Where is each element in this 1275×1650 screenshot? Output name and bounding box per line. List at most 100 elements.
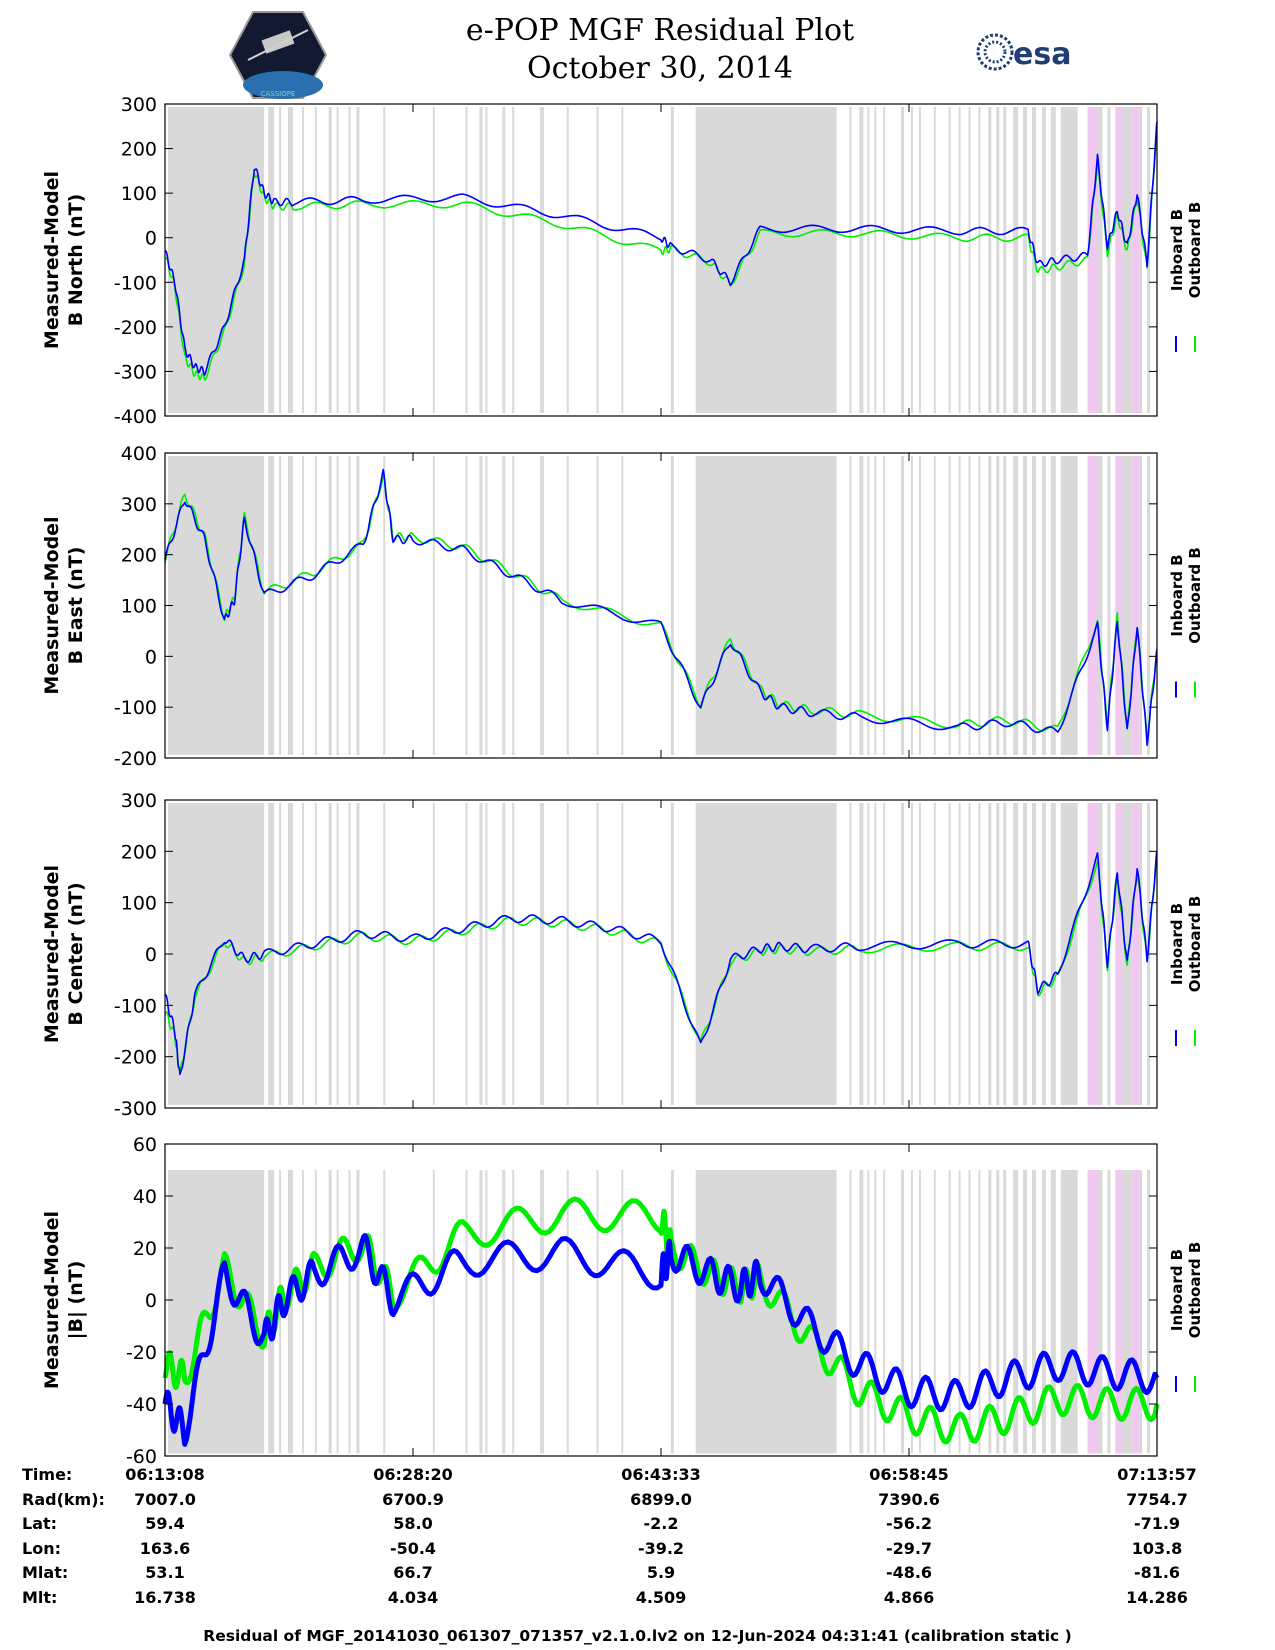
maneuver-band [1132,456,1140,755]
data-gap-band [996,803,1000,1105]
info-cell: -81.6 [1133,1563,1181,1582]
data-gap-band [695,456,837,755]
data-gap-band [958,803,961,1105]
data-gap-band [432,803,435,1105]
data-gap-band [479,1170,483,1454]
data-gap-band [859,803,864,1105]
data-gap-band [348,1170,351,1454]
y-axis-label-line-1: Measured-Model [41,1211,63,1389]
data-gap-band [918,1170,921,1454]
data-gap-band [1003,107,1007,413]
y-tick-label: 0 [145,944,157,966]
data-gap-band [1041,803,1046,1105]
y-tick-label: -100 [114,697,157,719]
legend-outboard-label: Outboard B [1186,1242,1204,1339]
info-cell: 7007.0 [134,1489,196,1509]
data-gap-band [566,107,569,413]
y-tick-label: 40 [133,1186,157,1208]
data-gap-band [356,107,360,413]
maneuver-band [1132,1170,1140,1454]
info-cell: 14.286 [1126,1587,1188,1607]
data-gap-band [948,1170,951,1454]
info-cell: 06:58:45 [869,1465,949,1484]
data-gap-band [1013,107,1019,413]
plot-title: e-POP MGF Residual Plot October 30, 2014 [380,12,940,88]
logo-caption: CASSIOPE [261,90,296,98]
data-gap-band [901,1170,905,1454]
data-gap-band [1050,1170,1056,1454]
data-gap-band [336,456,339,755]
maneuver-band [1087,1170,1098,1454]
data-gap-band [596,1170,599,1454]
data-gap-band [867,107,870,413]
data-gap-band [383,803,386,1105]
data-gap-band [465,107,468,413]
y-tick-label: 400 [121,443,157,465]
data-gap-band [1097,1170,1103,1454]
y-tick-label: -300 [114,1098,157,1120]
info-cell: 103.8 [1131,1538,1183,1558]
data-gap-band [167,107,265,413]
esa-logo: esa [976,33,1071,72]
data-gap-band [348,107,351,413]
data-gap-band [279,456,282,755]
info-cell: -56.2 [885,1514,933,1533]
data-gap-band [968,107,971,413]
maneuver-band [1132,803,1140,1105]
legend-inboard-label: Inboard B [1168,1249,1186,1331]
y-tick-label: -300 [114,361,157,383]
data-gap-band [849,107,852,413]
data-gap-band [383,107,386,413]
title-line-1: e-POP MGF Residual Plot [465,13,855,48]
data-gap-band [948,456,951,755]
y-tick-label: -200 [114,317,157,339]
data-gap-band [314,456,317,755]
y-tick-label: 100 [121,183,157,205]
data-gap-band [1097,107,1103,413]
data-gap-band [996,456,1000,755]
info-row-label: Lon: [22,1538,61,1558]
data-gap-band [958,107,961,413]
data-gap-band [1023,456,1028,755]
y-axis-label-line-2: B Center (nT) [65,882,87,1025]
data-gap-band [918,107,921,413]
y-tick-label: -100 [114,272,157,294]
data-gap-band [988,803,992,1105]
data-gap-band [670,456,674,755]
y-tick-label: 200 [121,841,157,863]
info-row: Rad(km): 7007.0 6700.9 6899.0 7390.6 7754.7 [0,1490,1275,1514]
data-gap-band [268,456,275,755]
data-gap-band [1032,107,1036,413]
data-gap-band [988,1170,992,1454]
data-gap-band [383,1170,386,1454]
info-row: Mlat: 53.1 66.7 5.9 -48.6 -81.6 [0,1563,1275,1587]
data-gap-band [279,107,282,413]
data-gap-band [512,803,515,1105]
data-gap-band [432,1170,435,1454]
data-gap-band [670,1170,674,1454]
data-gap-band [479,803,483,1105]
maneuver-band [1087,803,1098,1105]
info-cell: 06:28:20 [373,1465,453,1484]
info-cell: -48.6 [885,1563,933,1582]
data-gap-band [539,1170,544,1454]
data-gap-band [348,803,351,1105]
y-tick-label: -60 [126,1446,157,1468]
data-gap-band [1060,803,1078,1105]
maneuver-band [1115,803,1123,1105]
data-gap-band [859,107,864,413]
data-gap-band [512,1170,515,1454]
data-gap-band [1107,107,1111,413]
data-gap-band [167,456,265,755]
data-gap-band [502,107,506,413]
y-axis-label-line-2: |B| (nT) [65,1261,87,1340]
data-gap-band [1139,107,1143,413]
data-gap-band [918,456,921,755]
y-tick-label: 100 [121,596,157,618]
data-gap-band [566,1170,569,1454]
info-cell: -39.2 [637,1538,685,1558]
y-tick-label: -200 [114,748,157,770]
data-gap-band [988,107,992,413]
info-cell: 66.7 [393,1563,433,1582]
data-gap-band [978,803,981,1105]
